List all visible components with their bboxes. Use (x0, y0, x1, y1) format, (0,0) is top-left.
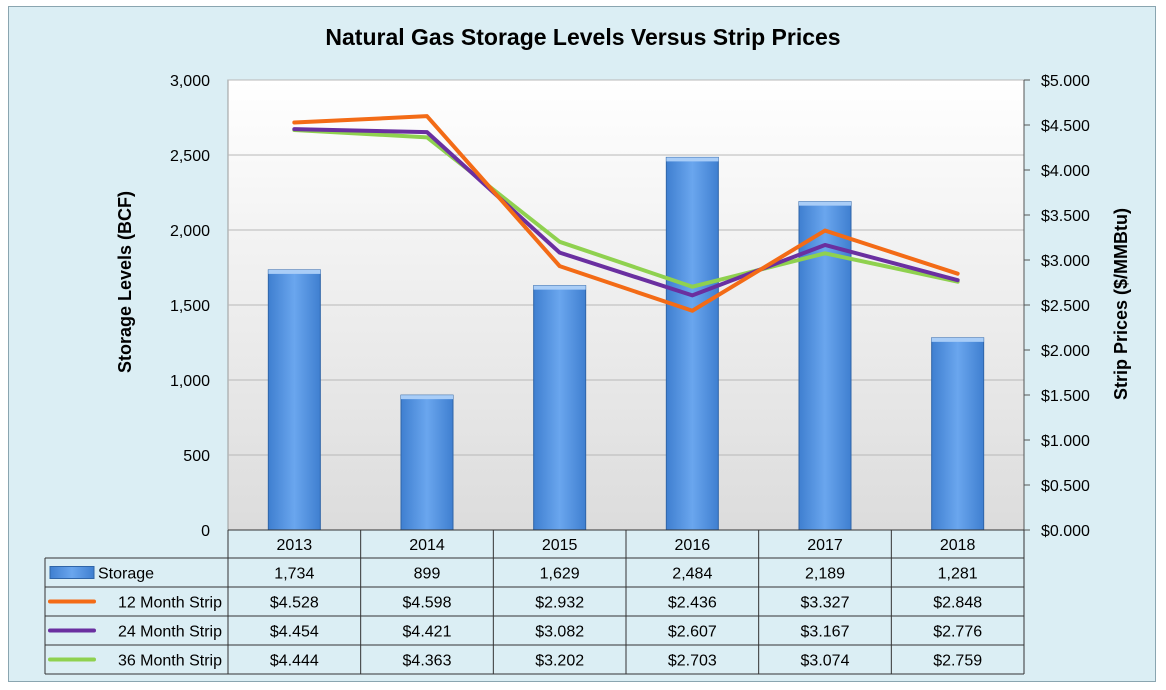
x-tick-label: 2016 (675, 537, 711, 554)
storage-bar (665, 156, 719, 531)
data-label-36-month-strip: $3.202 (535, 653, 584, 670)
data-label-storage: 1,734 (274, 566, 314, 583)
data-label-12-month-strip: $2.932 (535, 595, 584, 612)
y-axis-title: Storage Levels (BCF) (115, 191, 135, 373)
y-tick-label: 500 (183, 448, 210, 465)
y2-tick-label: $4.000 (1041, 163, 1090, 180)
data-label-36-month-strip: $3.074 (801, 653, 850, 670)
y2-tick-label: $0.500 (1041, 478, 1090, 495)
y-tick-label: 2,500 (170, 148, 210, 165)
y2-tick-label: $3.500 (1041, 208, 1090, 225)
data-label-36-month-strip: $4.444 (270, 653, 319, 670)
legend-label-12-month-strip: 12 Month Strip (118, 595, 222, 612)
data-label-storage: 1,281 (938, 566, 978, 583)
y2-tick-label: $4.500 (1041, 118, 1090, 135)
storage-bar (400, 394, 454, 531)
x-tick-label: 2014 (409, 537, 445, 554)
legend-key-storage (49, 566, 95, 579)
storage-bar (267, 269, 321, 531)
storage-bar-top (931, 337, 984, 342)
data-label-36-month-strip: $2.759 (933, 653, 982, 670)
storage-bar (931, 337, 985, 531)
data-label-storage: 899 (414, 566, 441, 583)
y-axis-left: 0 500 1,000 1,500 2,000 2,500 3,000 (170, 73, 210, 540)
y-tick-label: 1,000 (170, 373, 210, 390)
storage-bar (533, 285, 587, 531)
storage-bar-top (401, 395, 453, 400)
y2-tick-label: $0.000 (1041, 523, 1090, 540)
data-label-36-month-strip: $4.363 (403, 653, 452, 670)
y-tick-label: 3,000 (170, 73, 210, 90)
data-label-24-month-strip: $2.776 (933, 624, 982, 641)
legend-label-24-month-strip: 24 Month Strip (118, 624, 222, 641)
storage-bar-top (533, 285, 586, 290)
data-label-36-month-strip: $2.703 (668, 653, 717, 670)
data-label-24-month-strip: $2.607 (668, 624, 717, 641)
data-label-storage: 2,484 (672, 566, 712, 583)
legend-label-36-month-strip: 36 Month Strip (118, 653, 222, 670)
data-label-24-month-strip: $4.454 (270, 624, 319, 641)
y-tick-label: 2,000 (170, 223, 210, 240)
y-tick-label: 1,500 (170, 298, 210, 315)
y-tick-label: 0 (201, 523, 210, 540)
x-tick-label: 2015 (542, 537, 578, 554)
chart-title: Natural Gas Storage Levels Versus Strip … (325, 24, 841, 50)
x-tick-label: 2017 (807, 537, 843, 554)
data-label-12-month-strip: $2.436 (668, 595, 717, 612)
data-label-24-month-strip: $4.421 (403, 624, 452, 641)
y2-tick-label: $2.000 (1041, 343, 1090, 360)
line-series (292, 114, 960, 313)
x-tick-label: 2018 (940, 537, 976, 554)
gridlines (228, 79, 1024, 456)
line-12-month-strip (292, 114, 960, 313)
y2-tick-label: $5.000 (1041, 73, 1090, 90)
data-label-12-month-strip: $4.528 (270, 595, 319, 612)
y-axis-right: $0.000 $0.500 $1.000 $1.500 $2.000 $2.500 $3.0… (1023, 73, 1090, 540)
data-label-24-month-strip: $3.082 (535, 624, 584, 641)
data-label-storage: 2,189 (805, 566, 845, 583)
legend-label-storage: Storage (98, 566, 154, 583)
data-label-12-month-strip: $2.848 (933, 595, 982, 612)
storage-bar-top (666, 157, 719, 162)
y2-tick-label: $1.500 (1041, 388, 1090, 405)
storage-bar-top (799, 201, 851, 206)
x-tick-label: 2013 (277, 537, 313, 554)
data-label-storage: 1,629 (540, 566, 580, 583)
data-label-12-month-strip: $4.598 (403, 595, 452, 612)
data-label-24-month-strip: $3.167 (801, 624, 850, 641)
data-table: 2013 2014 2015 2016 2017 2018 Storage 1,734 899 1… (44, 529, 1025, 675)
y2-tick-label: $1.000 (1041, 433, 1090, 450)
y2-tick-label: $3.000 (1041, 253, 1090, 270)
y2-axis-title: Strip Prices ($/MMBtu) (1111, 208, 1131, 400)
line-24-month-strip (292, 127, 960, 298)
storage-bar-top (268, 269, 321, 274)
line-36-month-strip (292, 128, 960, 289)
y2-tick-label: $2.500 (1041, 298, 1090, 315)
data-label-12-month-strip: $3.327 (801, 595, 850, 612)
